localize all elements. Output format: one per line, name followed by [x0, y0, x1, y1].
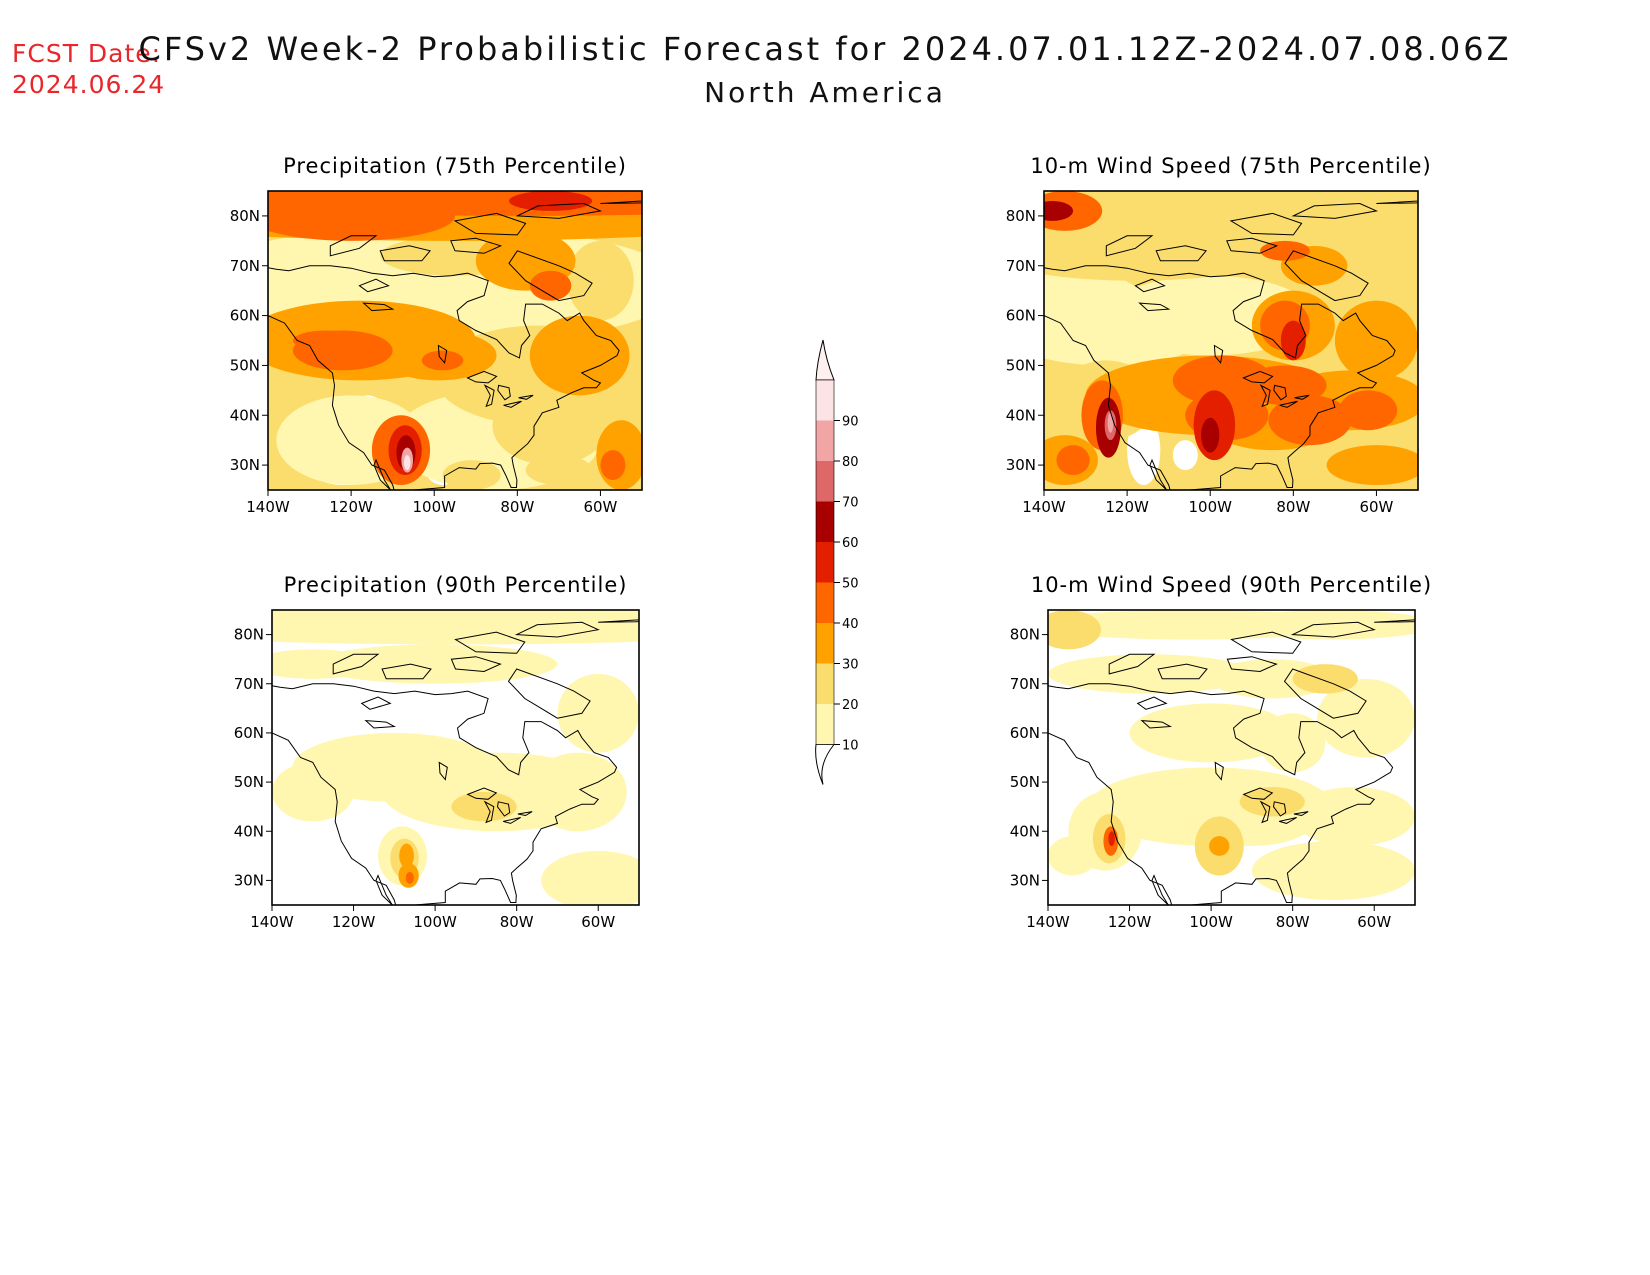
colorbar-swatch: [816, 461, 834, 502]
fcst-date-block: FCST Date: 2024.06.24: [12, 38, 165, 100]
lon-tick-label: 60W: [581, 913, 615, 931]
lon-tick-label: 100W: [413, 913, 457, 931]
coastline: [1048, 619, 1415, 905]
lat-tick-label: 40N: [230, 406, 260, 424]
lat-tick-label: 50N: [1006, 356, 1036, 374]
lon-tick-label: 140W: [1026, 913, 1070, 931]
lon-tick-label: 80W: [1276, 913, 1310, 931]
coastline: [1044, 200, 1418, 490]
lat-tick-label: 50N: [234, 773, 264, 791]
lat-tick-label: 70N: [230, 257, 260, 275]
map-frame: [1043, 190, 1419, 491]
colorbar-swatch: [816, 623, 834, 664]
colorbar-high-extension: [815, 339, 835, 381]
lat-tick-label: 30N: [230, 456, 260, 474]
main-title: CFSv2 Week-2 Probabilistic Forecast for …: [138, 30, 1512, 68]
region-subtitle: North America: [704, 76, 946, 109]
lat-tick-label: 50N: [230, 356, 260, 374]
lon-tick-label: 140W: [250, 913, 294, 931]
lat-tick-label: 60N: [1006, 307, 1036, 325]
map-panel-3: Precipitation (90th Percentile) 80N 70N 60N…: [234, 573, 640, 931]
panel-title: 10-m Wind Speed (90th Percentile): [1031, 573, 1432, 597]
lon-tick-label: 120W: [1105, 498, 1149, 516]
colorbar-swatch: [816, 420, 834, 461]
map-frame: [271, 609, 640, 906]
colorbar-swatch: [816, 542, 834, 583]
lat-tick-label: 60N: [1010, 724, 1040, 742]
lat-tick-label: 80N: [234, 626, 264, 644]
panel-title: 10-m Wind Speed (75th Percentile): [1030, 154, 1431, 178]
lon-tick-label: 120W: [332, 913, 376, 931]
colorbar-label: 70: [842, 496, 859, 511]
lon-tick-label: 140W: [246, 498, 290, 516]
lon-tick-label: 60W: [583, 498, 617, 516]
fcst-date-label: FCST Date:: [12, 39, 162, 68]
colorbar-label: 40: [842, 617, 859, 632]
lat-tick-label: 60N: [234, 724, 264, 742]
panel-title: Precipitation (75th Percentile): [283, 154, 627, 178]
lat-tick-label: 60N: [230, 307, 260, 325]
colorbar-swatch: [816, 380, 834, 421]
lat-tick-label: 80N: [1006, 207, 1036, 225]
lon-tick-label: 100W: [1188, 498, 1232, 516]
map-frame: [267, 190, 643, 491]
colorbar-swatch: [816, 501, 834, 542]
colorbar-label: 20: [842, 698, 859, 713]
lat-tick-label: 40N: [1010, 822, 1040, 840]
coastline: [272, 619, 639, 905]
map-panel-1: Precipitation (75th Percentile) 80N 70N 60N…: [230, 154, 643, 516]
lat-tick-label: 70N: [1006, 257, 1036, 275]
lat-tick-label: 30N: [1006, 456, 1036, 474]
lon-tick-label: 80W: [500, 913, 534, 931]
lat-tick-label: 30N: [234, 871, 264, 889]
colorbar-swatch: [816, 582, 834, 623]
colorbar-swatch: [816, 704, 834, 745]
colorbar-label: 10: [842, 739, 859, 754]
colorbar-swatch: [816, 663, 834, 704]
colorbar-label: 50: [842, 577, 859, 592]
colorbar-label: 80: [842, 455, 859, 470]
lat-tick-label: 40N: [1006, 406, 1036, 424]
lat-tick-label: 30N: [1010, 871, 1040, 889]
map-frame: [1047, 609, 1416, 906]
lon-tick-label: 140W: [1022, 498, 1066, 516]
coastline: [268, 200, 642, 490]
lat-tick-label: 70N: [1010, 675, 1040, 693]
lat-tick-label: 80N: [230, 207, 260, 225]
lon-tick-label: 80W: [500, 498, 534, 516]
lon-tick-label: 60W: [1357, 913, 1391, 931]
map-panel-2: 10-m Wind Speed (75th Percentile) 80N 70N 6…: [1006, 154, 1431, 516]
lat-tick-label: 80N: [1010, 626, 1040, 644]
lon-tick-label: 80W: [1276, 498, 1310, 516]
colorbar-label: 30: [842, 658, 859, 673]
lat-tick-label: 70N: [234, 675, 264, 693]
colorbar-label: 90: [842, 415, 859, 430]
lon-tick-label: 100W: [1189, 913, 1233, 931]
lon-tick-label: 60W: [1359, 498, 1393, 516]
lon-tick-label: 120W: [1108, 913, 1152, 931]
lat-tick-label: 50N: [1010, 773, 1040, 791]
colorbar-label: 60: [842, 536, 859, 551]
colorbar: 90 80 70 60 50 40 30 20 10: [815, 339, 859, 785]
fcst-date-value: 2024.06.24: [12, 70, 166, 99]
lon-tick-label: 120W: [329, 498, 373, 516]
map-panel-4: 10-m Wind Speed (90th Percentile) 80N 70N 6…: [1010, 573, 1432, 931]
panel-title: Precipitation (90th Percentile): [284, 573, 628, 597]
lat-tick-label: 40N: [234, 822, 264, 840]
lon-tick-label: 100W: [412, 498, 456, 516]
colorbar-low-extension: [815, 744, 836, 785]
